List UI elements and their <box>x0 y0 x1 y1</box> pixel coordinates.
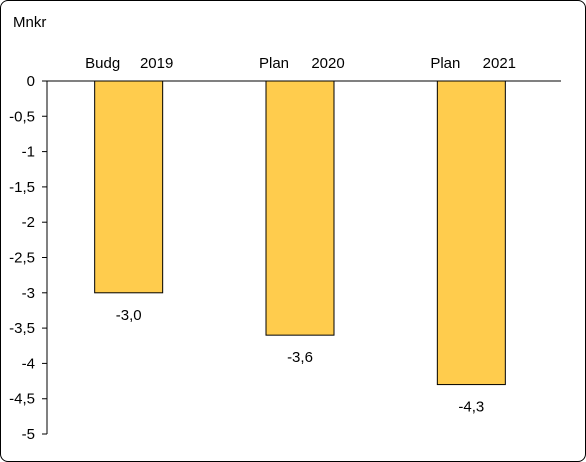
y-tick-label: -0,5 <box>9 108 35 125</box>
bar <box>436 80 506 386</box>
category-year: 2020 <box>311 55 344 72</box>
value-label: -3,0 <box>116 307 142 324</box>
y-tick-label: -4 <box>22 355 35 372</box>
y-tick-label: -1,5 <box>9 179 35 196</box>
category-label: Plan <box>259 55 289 72</box>
y-axis-label: Mnkr <box>13 14 46 31</box>
category-label: Plan <box>430 55 460 72</box>
category-label: Budg <box>85 55 120 72</box>
value-label: -4,3 <box>458 399 484 416</box>
value-label: -3,6 <box>287 349 313 366</box>
bars <box>94 80 506 386</box>
y-tick-label: -3 <box>22 285 35 302</box>
y-tick-label: -4,5 <box>9 391 35 408</box>
y-tick-label: -1 <box>22 144 35 161</box>
y-axis-ticks: 0 -0,5 -1 -1,5 -2 -2,5 -3 -3,5 -4 -4,5 -5 <box>9 73 47 443</box>
bar <box>265 80 335 336</box>
y-tick-label: -2 <box>22 214 35 231</box>
y-tick-label: 0 <box>27 73 35 90</box>
bar <box>94 80 164 294</box>
category-year: 2019 <box>140 55 173 72</box>
category-year: 2021 <box>483 55 516 72</box>
y-tick-label: -2,5 <box>9 250 35 267</box>
y-tick-label: -3,5 <box>9 320 35 337</box>
y-tick-label: -5 <box>22 426 35 443</box>
category-labels: Budg 2019 Plan 2020 Plan 2021 <box>85 55 516 72</box>
value-labels: -3,0 -3,6 -4,3 <box>116 307 485 416</box>
